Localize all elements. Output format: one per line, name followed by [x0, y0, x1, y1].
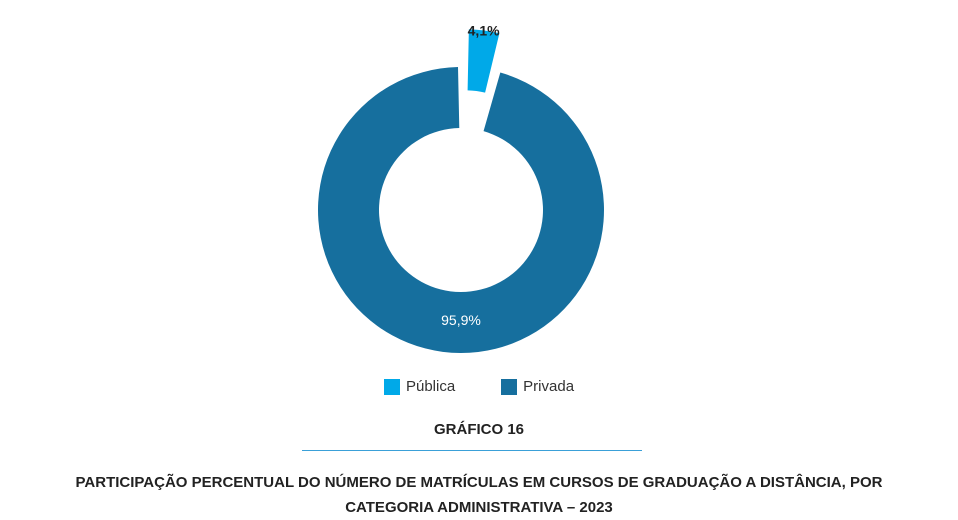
legend-label-publica: Pública	[405, 378, 456, 395]
data-label-privada: 95,9%	[441, 312, 481, 328]
data-label-publica: 4,1%	[468, 22, 500, 38]
title-divider	[302, 450, 642, 451]
donut-chart: 4,1% 95,9%	[317, 22, 604, 353]
legend-swatch-publica	[383, 378, 400, 395]
legend-item-publica[interactable]: Pública	[383, 378, 456, 395]
figure-number: GRÁFICO 16	[433, 421, 524, 438]
slice-privada[interactable]	[317, 67, 604, 353]
legend-swatch-privada	[501, 378, 518, 395]
figure-title: PARTICIPAÇÃO PERCENTUAL DO NÚMERO DE MAT…	[75, 474, 883, 516]
slice-publica[interactable]	[467, 29, 500, 93]
legend: Pública Privada	[0, 378, 958, 395]
legend-label-privada: Privada	[523, 378, 575, 395]
legend-item-privada[interactable]: Privada	[501, 378, 574, 395]
